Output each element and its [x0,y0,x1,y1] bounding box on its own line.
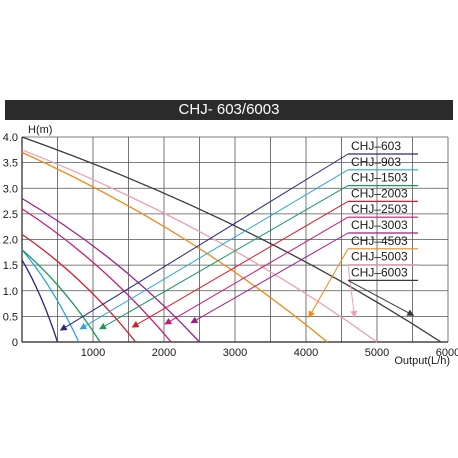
series-line [21,197,200,343]
grid [22,136,449,342]
series-line [21,151,328,343]
legend-leader-arrow [131,200,349,328]
legend-entry: CHJ–603 [351,139,401,153]
legend-entry: CHJ–3003 [351,218,408,232]
x-tick-label: 4000 [294,347,318,359]
legend-leader-arrow [190,232,349,324]
x-tick-labels: 1000 2000 3000 4000 5000 6000 [81,347,458,359]
legend-leader-arrow [59,153,349,331]
y-tick-label: 3.5 [3,158,18,170]
x-tick-label: 3000 [223,347,247,359]
series-line [21,149,378,343]
series-line [21,259,59,343]
series-line [21,136,442,343]
chart-title: CHJ- 603/6003 [5,100,453,120]
x-axis-label: Output(L/h) [394,355,450,367]
y-tick-label: 4.0 [3,132,18,144]
y-tick-label: 0 [12,337,18,349]
y-tick-label: 1.5 [3,260,18,272]
legend-leader-arrow [308,248,349,319]
legend-entry: CHJ–2503 [351,202,408,216]
x-tick-label: 5000 [365,347,389,359]
series-line [21,249,80,343]
y-tick-label: 0.5 [3,311,18,323]
series-line [21,208,172,343]
series-line [21,233,137,343]
legend-entry: CHJ–5003 [351,250,408,264]
legend-leader-arrow [79,169,349,330]
x-tick-label: 2000 [152,347,176,359]
legend-leader-arrow [164,216,349,325]
legend-entry: CHJ–903 [351,155,401,169]
legend-leader-arrow [347,279,415,316]
legend-leader-arrow [347,264,358,318]
x-tick-label: 6000 [436,347,458,359]
legend-entry: CHJ–4503 [351,234,408,248]
legend-entry: CHJ–1503 [351,171,408,185]
series-line [21,249,101,343]
legend-entry: CHJ–2003 [351,186,408,200]
y-tick-label: 1.0 [3,286,18,298]
legend-entry: CHJ–6003 [351,265,408,279]
series-lines [21,136,442,343]
y-tick-label: 2.5 [3,209,18,221]
y-tick-labels: 0 0.5 1.0 1.5 2.0 2.5 3.0 3.5 4.0 [3,132,18,349]
y-tick-label: 2.0 [3,235,18,247]
legend-leader-arrow [98,185,349,330]
y-axis-label: H(m) [28,124,52,136]
y-tick-label: 3.0 [3,183,18,195]
x-tick-label: 1000 [81,347,105,359]
